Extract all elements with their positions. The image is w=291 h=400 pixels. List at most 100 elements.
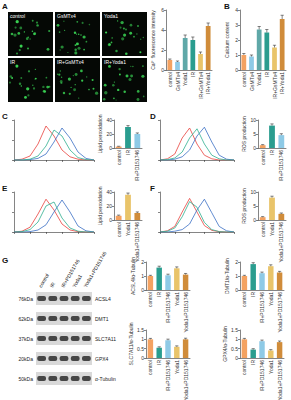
svg-text:GsMTx4: GsMTx4 [57, 13, 76, 19]
svg-text:1: 1 [235, 273, 238, 279]
svg-text:4: 4 [161, 27, 164, 33]
svg-text:control: control [241, 360, 247, 375]
svg-text:IR: IR [269, 150, 275, 155]
svg-text:IR+GsMTx4: IR+GsMTx4 [272, 72, 278, 99]
svg-text:SLC7A11/α-Tubulin: SLC7A11/α-Tubulin [128, 322, 134, 365]
svg-text:5: 5 [253, 203, 256, 209]
svg-text:Lipid peroxidation: Lipid peroxidation [97, 114, 103, 153]
svg-text:20kDa: 20kDa [19, 356, 34, 362]
svg-text:IR: IR [190, 72, 196, 77]
svg-text:40: 40 [106, 117, 112, 123]
svg-text:3: 3 [235, 22, 238, 28]
svg-text:Yoda1+PD151746: Yoda1+PD151746 [183, 292, 189, 333]
svg-text:IR: IR [250, 292, 256, 297]
svg-text:GsMTx4: GsMTx4 [175, 72, 181, 91]
svg-text:37kDa: 37kDa [19, 336, 34, 342]
svg-text:5: 5 [253, 131, 256, 137]
svg-text:control: control [260, 222, 266, 237]
svg-text:Yoda1+PD151746: Yoda1+PD151746 [134, 222, 140, 263]
svg-text:DMT1: DMT1 [95, 316, 109, 322]
svg-text:IR: IR [10, 59, 15, 65]
svg-text:D: D [150, 112, 156, 121]
svg-text:62kDa: 62kDa [19, 316, 34, 322]
svg-text:IR: IR [156, 360, 162, 365]
svg-text:1.5: 1.5 [231, 327, 238, 333]
svg-text:0: 0 [109, 145, 112, 151]
svg-text:Yoda1: Yoda1 [125, 222, 131, 236]
svg-text:Yoda1: Yoda1 [256, 72, 262, 86]
svg-text:0.5: 0.5 [137, 346, 144, 352]
svg-text:GPX4/α-Tubulin: GPX4/α-Tubulin [222, 326, 228, 362]
svg-text:IR: IR [125, 150, 131, 155]
svg-text:IR+Yoda1: IR+Yoda1 [205, 72, 211, 94]
svg-text:Yoda1: Yoda1 [269, 222, 275, 236]
svg-text:α-Tubulin: α-Tubulin [95, 376, 116, 382]
svg-text:F: F [150, 184, 155, 193]
svg-text:1: 1 [141, 336, 144, 342]
svg-text:Yoda1+PD151746: Yoda1+PD151746 [183, 360, 189, 400]
svg-text:control: control [241, 72, 247, 87]
svg-text:50kDa: 50kDa [19, 376, 34, 382]
svg-text:control: control [37, 272, 50, 288]
svg-text:Yoda1: Yoda1 [268, 360, 274, 374]
svg-text:IR: IR [250, 360, 256, 365]
svg-text:40: 40 [106, 189, 112, 195]
svg-text:control: control [167, 72, 173, 87]
svg-text:G: G [2, 256, 8, 265]
svg-text:ROS production: ROS production [241, 188, 247, 224]
svg-text:IR+PD151746: IR+PD151746 [259, 360, 265, 392]
svg-text:0: 0 [109, 217, 112, 223]
svg-text:ROS production: ROS production [241, 116, 247, 152]
svg-text:Calcium content: Calcium content [224, 21, 230, 57]
svg-text:2: 2 [235, 259, 238, 265]
svg-text:IR+PD151746: IR+PD151746 [278, 150, 284, 182]
svg-text:0: 0 [235, 287, 238, 293]
svg-text:Ca²⁺ fluorescence intensity: Ca²⁺ fluorescence intensity [150, 10, 156, 70]
svg-text:control: control [147, 360, 153, 375]
svg-text:IR: IR [156, 292, 162, 297]
svg-text:ACSL4: ACSL4 [95, 296, 111, 302]
svg-text:2: 2 [235, 37, 238, 43]
svg-text:GsMTx4: GsMTx4 [249, 72, 255, 91]
svg-text:B: B [224, 2, 230, 11]
svg-text:Lipid peroxidation: Lipid peroxidation [97, 186, 103, 225]
svg-text:Yoda1: Yoda1 [104, 13, 118, 19]
svg-text:IR+GsMTx4: IR+GsMTx4 [198, 72, 204, 99]
svg-text:Yoda1+PD151746: Yoda1+PD151746 [277, 360, 283, 400]
svg-text:IR+PD151746: IR+PD151746 [134, 150, 140, 182]
svg-text:control: control [10, 13, 25, 19]
svg-text:Yoda1: Yoda1 [174, 292, 180, 306]
svg-text:6: 6 [161, 7, 164, 13]
svg-text:Yoda1: Yoda1 [268, 292, 274, 306]
svg-text:E: E [2, 184, 8, 193]
svg-text:2: 2 [161, 47, 164, 53]
svg-text:76kDa: 76kDa [19, 296, 34, 302]
svg-text:1.5: 1.5 [137, 327, 144, 333]
svg-text:Yoda1+PD151746: Yoda1+PD151746 [82, 250, 108, 288]
svg-text:IR: IR [264, 72, 270, 77]
svg-text:20: 20 [106, 203, 112, 209]
svg-text:IR+PD151746: IR+PD151746 [259, 292, 265, 324]
svg-text:control: control [147, 292, 153, 307]
svg-text:C: C [2, 112, 8, 121]
svg-text:0: 0 [235, 355, 238, 361]
svg-text:0: 0 [235, 67, 238, 73]
svg-text:Yoda1+PD151746: Yoda1+PD151746 [277, 292, 283, 333]
svg-text:0.5: 0.5 [231, 346, 238, 352]
svg-text:10: 10 [250, 189, 256, 195]
svg-text:control: control [116, 222, 122, 237]
svg-text:0: 0 [253, 217, 256, 223]
svg-text:1: 1 [235, 336, 238, 342]
svg-text:10: 10 [250, 117, 256, 123]
svg-text:Yoda1: Yoda1 [174, 360, 180, 374]
svg-text:IR: IR [48, 281, 56, 289]
svg-text:IR+PD151746: IR+PD151746 [165, 360, 171, 392]
svg-text:4: 4 [235, 7, 238, 13]
svg-text:control: control [260, 150, 266, 165]
svg-text:0: 0 [161, 67, 164, 73]
svg-text:control: control [241, 292, 247, 307]
svg-text:control: control [116, 150, 122, 165]
svg-text:2: 2 [141, 259, 144, 265]
svg-text:IR+PD151746: IR+PD151746 [165, 292, 171, 324]
svg-text:Yoda1: Yoda1 [71, 273, 83, 288]
